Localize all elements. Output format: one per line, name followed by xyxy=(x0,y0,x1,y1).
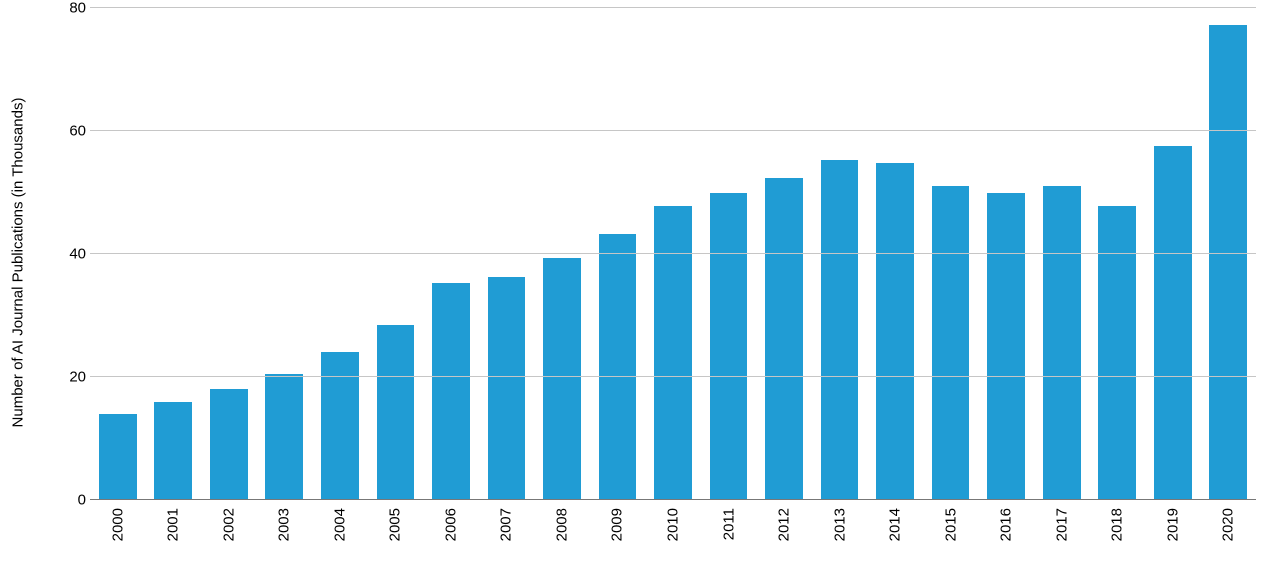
x-tick-label: 2006 xyxy=(442,508,459,541)
x-axis-baseline xyxy=(90,499,1256,500)
x-tick-label: 2015 xyxy=(942,508,959,541)
bar xyxy=(654,206,692,500)
y-tick-label: 80 xyxy=(56,0,86,17)
bar xyxy=(599,234,637,500)
bar xyxy=(543,258,581,500)
bar xyxy=(432,283,470,500)
x-tick-label: 2009 xyxy=(609,508,626,541)
y-axis-label: Number of AI Journal Publications (in Th… xyxy=(6,0,30,524)
x-tick-label: 2019 xyxy=(1164,508,1181,541)
x-tick-label: 2001 xyxy=(165,508,182,541)
bar xyxy=(987,193,1025,501)
x-tick-label: 2005 xyxy=(387,508,404,541)
bar xyxy=(488,277,526,500)
plot-area xyxy=(90,8,1256,500)
gridline xyxy=(90,130,1256,131)
bar xyxy=(265,374,303,500)
x-tick-label: 2002 xyxy=(220,508,237,541)
plot-outer: 0 20 40 60 80 2000 2001 2002 2003 2004 2005 2006 200… xyxy=(56,0,1256,566)
bars-container xyxy=(90,8,1256,500)
bar xyxy=(1098,206,1136,500)
x-tick-label: 2003 xyxy=(276,508,293,541)
gridline xyxy=(90,376,1256,377)
x-tick-label: 2007 xyxy=(498,508,515,541)
y-tick-label: 20 xyxy=(56,369,86,386)
bar xyxy=(765,178,803,500)
x-tick-label: 2017 xyxy=(1053,508,1070,541)
x-tick-label: 2008 xyxy=(553,508,570,541)
y-tick-label: 0 xyxy=(56,492,86,509)
bar xyxy=(821,160,859,500)
bar xyxy=(1154,146,1192,500)
bar xyxy=(710,193,748,501)
x-tick-label: 2010 xyxy=(665,508,682,541)
gridline xyxy=(90,7,1256,8)
x-tick-label: 2013 xyxy=(831,508,848,541)
bar xyxy=(99,414,137,500)
x-tick-label: 2018 xyxy=(1109,508,1126,541)
x-tick-label: 2004 xyxy=(331,508,348,541)
x-tick-label: 2012 xyxy=(776,508,793,541)
bar xyxy=(1209,25,1247,500)
bar xyxy=(1043,186,1081,500)
x-tick-label: 2011 xyxy=(720,508,737,540)
gridline xyxy=(90,253,1256,254)
x-tick-label: 2016 xyxy=(998,508,1015,541)
bar xyxy=(377,325,415,500)
bar xyxy=(932,186,970,500)
y-axis-label-text: Number of AI Journal Publications (in Th… xyxy=(10,97,27,427)
x-tick-label: 2020 xyxy=(1220,508,1237,541)
y-tick-label: 40 xyxy=(56,246,86,263)
bar xyxy=(321,352,359,500)
ai-publications-chart: Number of AI Journal Publications (in Th… xyxy=(0,0,1282,574)
bar xyxy=(876,163,914,500)
y-tick-label: 60 xyxy=(56,123,86,140)
bar xyxy=(154,402,192,500)
x-tick-label: 2014 xyxy=(887,508,904,541)
bar xyxy=(210,389,248,500)
x-tick-label: 2000 xyxy=(109,508,126,541)
